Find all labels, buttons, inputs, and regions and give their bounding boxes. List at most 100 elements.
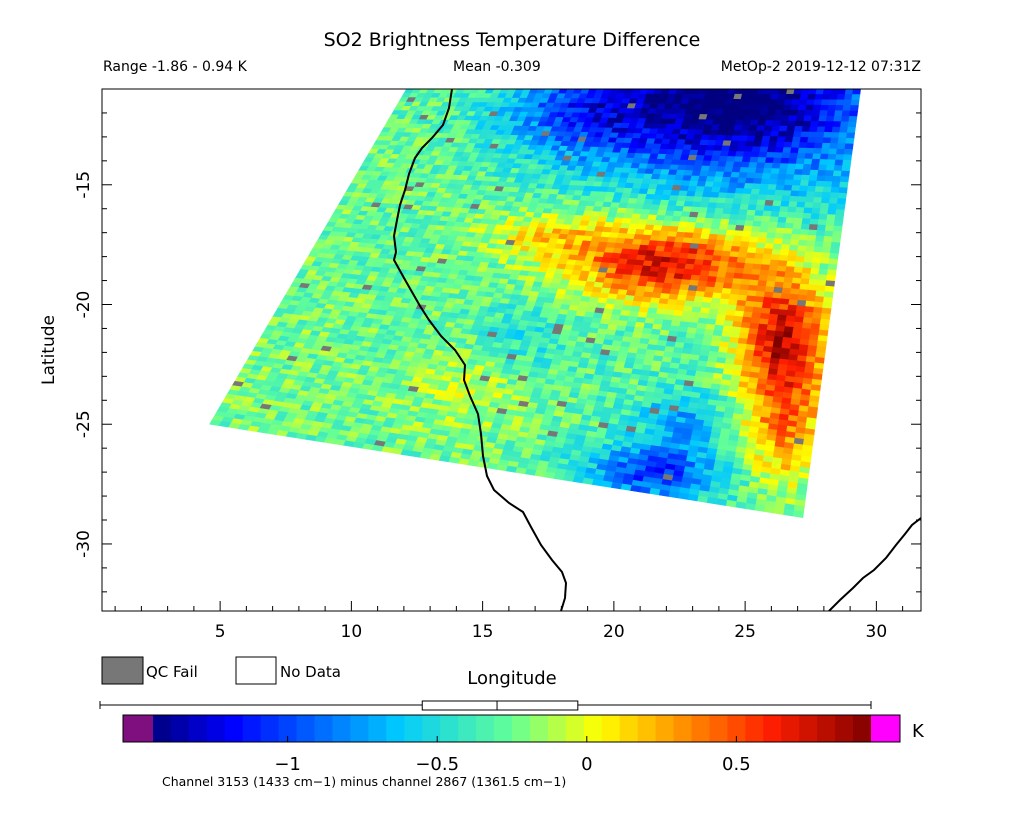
swath-pixel xyxy=(700,233,711,240)
swath-pixel xyxy=(683,201,694,208)
swath-pixel xyxy=(802,120,812,128)
swath-pixel xyxy=(787,206,797,214)
swath-pixel xyxy=(760,104,770,111)
swath-pixel xyxy=(832,121,842,128)
swath-pixel xyxy=(572,476,585,484)
swath-pixel xyxy=(713,287,724,294)
swath-pixel xyxy=(831,126,841,134)
swath-pixel xyxy=(803,158,813,165)
swath-pixel xyxy=(813,301,824,309)
swath-pixel xyxy=(702,222,713,230)
swath-pixel xyxy=(708,270,719,278)
swath-pixel xyxy=(582,477,595,485)
swath-pixel xyxy=(841,165,851,172)
swath-pixel xyxy=(730,171,741,179)
swath-pixel xyxy=(679,284,690,291)
swath-pixel xyxy=(830,89,840,95)
swath-pixel xyxy=(820,197,831,204)
swath-pixel xyxy=(486,462,499,470)
swath-pixel xyxy=(809,169,819,177)
swath-pixel xyxy=(833,220,844,227)
swath-pixel xyxy=(721,176,732,184)
swath-pixel xyxy=(754,99,764,105)
swath-pixel xyxy=(808,175,818,182)
swath-pixel xyxy=(718,155,729,162)
swath-pixel xyxy=(707,171,717,178)
swath-pixel xyxy=(768,104,778,111)
swath-pixel xyxy=(793,217,804,225)
chart-title: SO2 Brightness Temperature Difference xyxy=(324,29,701,51)
swath-pixel xyxy=(807,94,817,101)
swath-pixel xyxy=(793,169,804,176)
swath-pixel xyxy=(769,136,779,143)
swath-pixel xyxy=(725,499,738,508)
swath-pixel xyxy=(828,99,838,106)
swath-pixel xyxy=(774,281,785,289)
colorbar-ticks: −1 −0.5 0 0.5 xyxy=(274,736,751,775)
swath-pixel xyxy=(755,93,765,100)
swath-pixel xyxy=(716,271,727,279)
swath-pixel xyxy=(733,230,744,237)
swath-pixel xyxy=(708,233,719,241)
swath-pixel xyxy=(751,225,761,233)
swath-pixel xyxy=(745,252,756,260)
swath-pixel xyxy=(754,253,765,260)
swath-pixel xyxy=(819,110,829,117)
swath-pixel xyxy=(688,248,699,255)
swath-pixel xyxy=(777,173,787,181)
swath-pixel xyxy=(773,238,784,245)
colorbar-tick-label: −0.5 xyxy=(415,754,459,775)
swath-pixel xyxy=(760,221,771,228)
swath-pixel xyxy=(761,173,772,180)
swath-pixel xyxy=(717,192,728,199)
colorbar xyxy=(122,714,901,743)
swath-pixel xyxy=(741,193,752,200)
colorbar-segment xyxy=(547,715,567,742)
swath-pixel xyxy=(744,109,754,116)
swath-pixel xyxy=(816,285,826,292)
swath-pixel xyxy=(785,266,796,273)
swath-pixel xyxy=(832,225,843,233)
swath-pixel xyxy=(705,244,716,251)
swath-pixel xyxy=(837,192,847,200)
swath-pixel xyxy=(809,218,820,226)
swath-pixel xyxy=(750,188,761,196)
swath-pixel xyxy=(806,240,816,248)
swath-pixel xyxy=(807,284,818,292)
swath-pixel xyxy=(849,105,859,112)
swath-pixel xyxy=(768,178,779,186)
swath-pixel xyxy=(525,468,537,476)
swath-pixel xyxy=(798,185,809,192)
swath-pixel xyxy=(816,224,827,232)
swath-pixel xyxy=(710,260,721,267)
swath-pixel xyxy=(767,227,778,234)
boxplot-box xyxy=(421,700,579,711)
swath-pixel xyxy=(750,151,761,158)
swath-pixel xyxy=(821,94,831,101)
swath-pixel xyxy=(761,136,771,143)
swath-pixel xyxy=(698,238,709,245)
swath-pixel xyxy=(722,171,733,178)
swath-pixel xyxy=(725,229,736,237)
swath-pixel xyxy=(745,214,756,222)
swath-pixel xyxy=(774,109,784,116)
swath-pixel xyxy=(651,230,662,237)
colorbar-tick-label: 0 xyxy=(581,754,592,775)
swath-pixel xyxy=(817,169,827,177)
swath-pixel xyxy=(794,120,805,127)
swath-pixel xyxy=(770,303,781,310)
swath-pixel xyxy=(795,158,806,165)
swath-pixel xyxy=(686,253,698,260)
swath-pixel xyxy=(783,508,795,517)
colorbar-segment xyxy=(529,715,549,742)
swath-pixel xyxy=(787,120,797,127)
swath-pixel xyxy=(816,126,826,133)
swath-pixel xyxy=(784,136,794,143)
swath-pixel xyxy=(710,223,721,230)
swath-pixel xyxy=(649,487,661,496)
swath-pixel xyxy=(825,164,836,172)
swath-pixel xyxy=(505,465,518,473)
swath-pixel xyxy=(702,259,713,267)
swath-pixel xyxy=(829,143,839,150)
swath-pixel xyxy=(758,231,769,239)
